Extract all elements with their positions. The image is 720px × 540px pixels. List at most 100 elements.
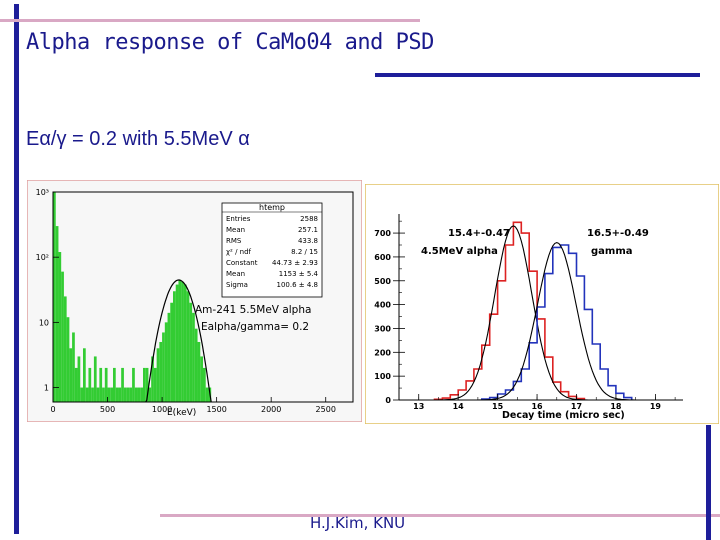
slide-footer: H.J.Kim, KNU — [310, 514, 406, 532]
histogram-bin — [167, 312, 171, 402]
histogram-bin — [140, 387, 143, 402]
histogram-bin — [162, 332, 165, 402]
histogram-bin — [159, 341, 163, 402]
histogram-bin — [104, 367, 108, 402]
histogram-bin — [69, 348, 73, 402]
histogram-bin — [61, 271, 64, 402]
histogram-bin — [121, 367, 124, 402]
histogram-bin — [110, 387, 113, 402]
stat-row-label: RMS — [226, 237, 242, 245]
y-tick-label: 100 — [374, 372, 391, 381]
y-tick-label: 10³ — [36, 188, 49, 197]
stat-box-title: htemp — [259, 203, 285, 212]
gaussian-fit-curve — [145, 279, 212, 403]
x-tick-label: 13 — [413, 402, 424, 411]
y-tick-label: 700 — [374, 229, 391, 238]
histogram-bin — [143, 367, 146, 402]
stat-row-label: Sigma — [226, 281, 248, 289]
slide-title: Alpha response of CaMo04 and PSD — [26, 30, 434, 55]
x-axis-label: E(keV) — [167, 408, 196, 418]
x-tick-label: 19 — [650, 402, 662, 411]
y-tick-label: 1 — [44, 384, 49, 393]
histogram-bin — [102, 387, 105, 402]
histogram-bin — [115, 387, 119, 402]
left-accent-bar — [14, 4, 19, 534]
histogram-bin — [164, 322, 168, 402]
histogram-bin — [137, 387, 141, 402]
y-tick-label: 0 — [385, 396, 391, 405]
histogram-bin — [181, 281, 184, 402]
histogram-bin — [83, 348, 86, 402]
plot-area-border — [52, 191, 354, 403]
energy-histogram-panel: 0 500 1000 1500 2000 2500 1 10 10² 10³ htemp Entr… — [26, 179, 363, 423]
histogram-bin — [126, 387, 130, 402]
stat-row-value: 100.6 ± 4.8 — [277, 281, 319, 289]
y-tick-label: 400 — [374, 301, 391, 310]
histogram-bin — [151, 356, 154, 402]
y-tick-label: 600 — [374, 253, 391, 262]
bottom-accent-line — [160, 514, 720, 517]
histogram-bin — [173, 291, 176, 402]
title-underline-bar — [375, 73, 700, 77]
histogram-bin — [134, 387, 138, 402]
stat-row-label: Constant — [226, 259, 258, 267]
histogram-bin — [189, 302, 193, 402]
histogram-bin — [118, 387, 122, 402]
x-tick-label: 2500 — [316, 405, 336, 414]
histogram-bin — [66, 317, 70, 402]
histogram-bin — [63, 296, 67, 402]
histogram-bin — [107, 387, 111, 402]
histogram-bin — [183, 284, 187, 402]
stat-row-value: 44.73 ± 2.93 — [272, 259, 318, 267]
x-tick-label: 1500 — [206, 405, 226, 414]
stat-row-label: χ² / ndf — [226, 248, 252, 256]
histogram-bin — [58, 252, 62, 402]
histogram-bin — [80, 387, 83, 402]
histogram-bin — [113, 367, 116, 402]
right-accent-bar — [706, 425, 711, 540]
stat-row-value: 8.2 / 15 — [291, 248, 318, 256]
histogram-bin — [186, 291, 190, 402]
histogram-bin — [178, 279, 182, 402]
x-tick-label: 15 — [492, 402, 504, 411]
stat-row-label: Mean — [226, 226, 245, 234]
y-tick-label: 500 — [374, 277, 391, 286]
annotation-alpha-label: 4.5MeV alpha — [421, 246, 498, 257]
x-tick-label: 16 — [531, 402, 543, 411]
stat-row-value: 2588 — [300, 215, 318, 223]
histogram-bin — [203, 367, 206, 402]
histogram-bin — [85, 387, 89, 402]
histogram-bin — [91, 387, 94, 402]
x-tick-label: 1000 — [152, 405, 172, 414]
histogram-bin — [145, 367, 149, 402]
annotation-alpha-fit: 15.4+-0.47 — [448, 228, 510, 239]
annotation-gamma-fit: 16.5+-0.49 — [587, 228, 649, 239]
x-tick-label: 0 — [50, 405, 55, 414]
annotation-am241: Am-241 5.5MeV alpha — [195, 304, 311, 316]
x-axis-label: Decay time (micro sec) — [502, 410, 625, 421]
decay-time-histogram-chart: 13 14 15 16 17 18 19 0 100 200 300 400 500 600 700 15.… — [364, 183, 720, 425]
y-tick-label: 200 — [374, 348, 391, 357]
histogram-bin — [99, 367, 103, 402]
alpha-histogram-line — [433, 221, 586, 401]
histogram-bin — [129, 387, 133, 402]
stat-row-label: Mean — [226, 270, 245, 278]
histogram-bin — [205, 387, 209, 402]
y-tick-label: 10² — [36, 253, 49, 262]
histogram-bin — [96, 387, 100, 402]
stat-box: htemp Entries 2588 Mean 257.1 RMS 433.8 χ² / n… — [221, 202, 323, 298]
y-tick-label: 10 — [39, 318, 49, 327]
histogram-bin — [88, 367, 92, 402]
histogram-bin — [192, 312, 195, 402]
histogram-bin — [53, 192, 56, 402]
histogram-bin — [132, 367, 135, 402]
energy-histogram-chart: 0 500 1000 1500 2000 2500 1 10 10² 10³ htemp Entr… — [26, 179, 363, 423]
histogram-bin — [194, 328, 198, 402]
histogram-bin — [200, 356, 203, 402]
x-tick-label: 18 — [610, 402, 622, 411]
x-tick-label: 14 — [453, 402, 465, 411]
chart-frame — [364, 183, 720, 425]
histogram-bin — [170, 302, 173, 402]
x-tick-label: 500 — [100, 405, 115, 414]
stat-row-value: 433.8 — [298, 237, 318, 245]
